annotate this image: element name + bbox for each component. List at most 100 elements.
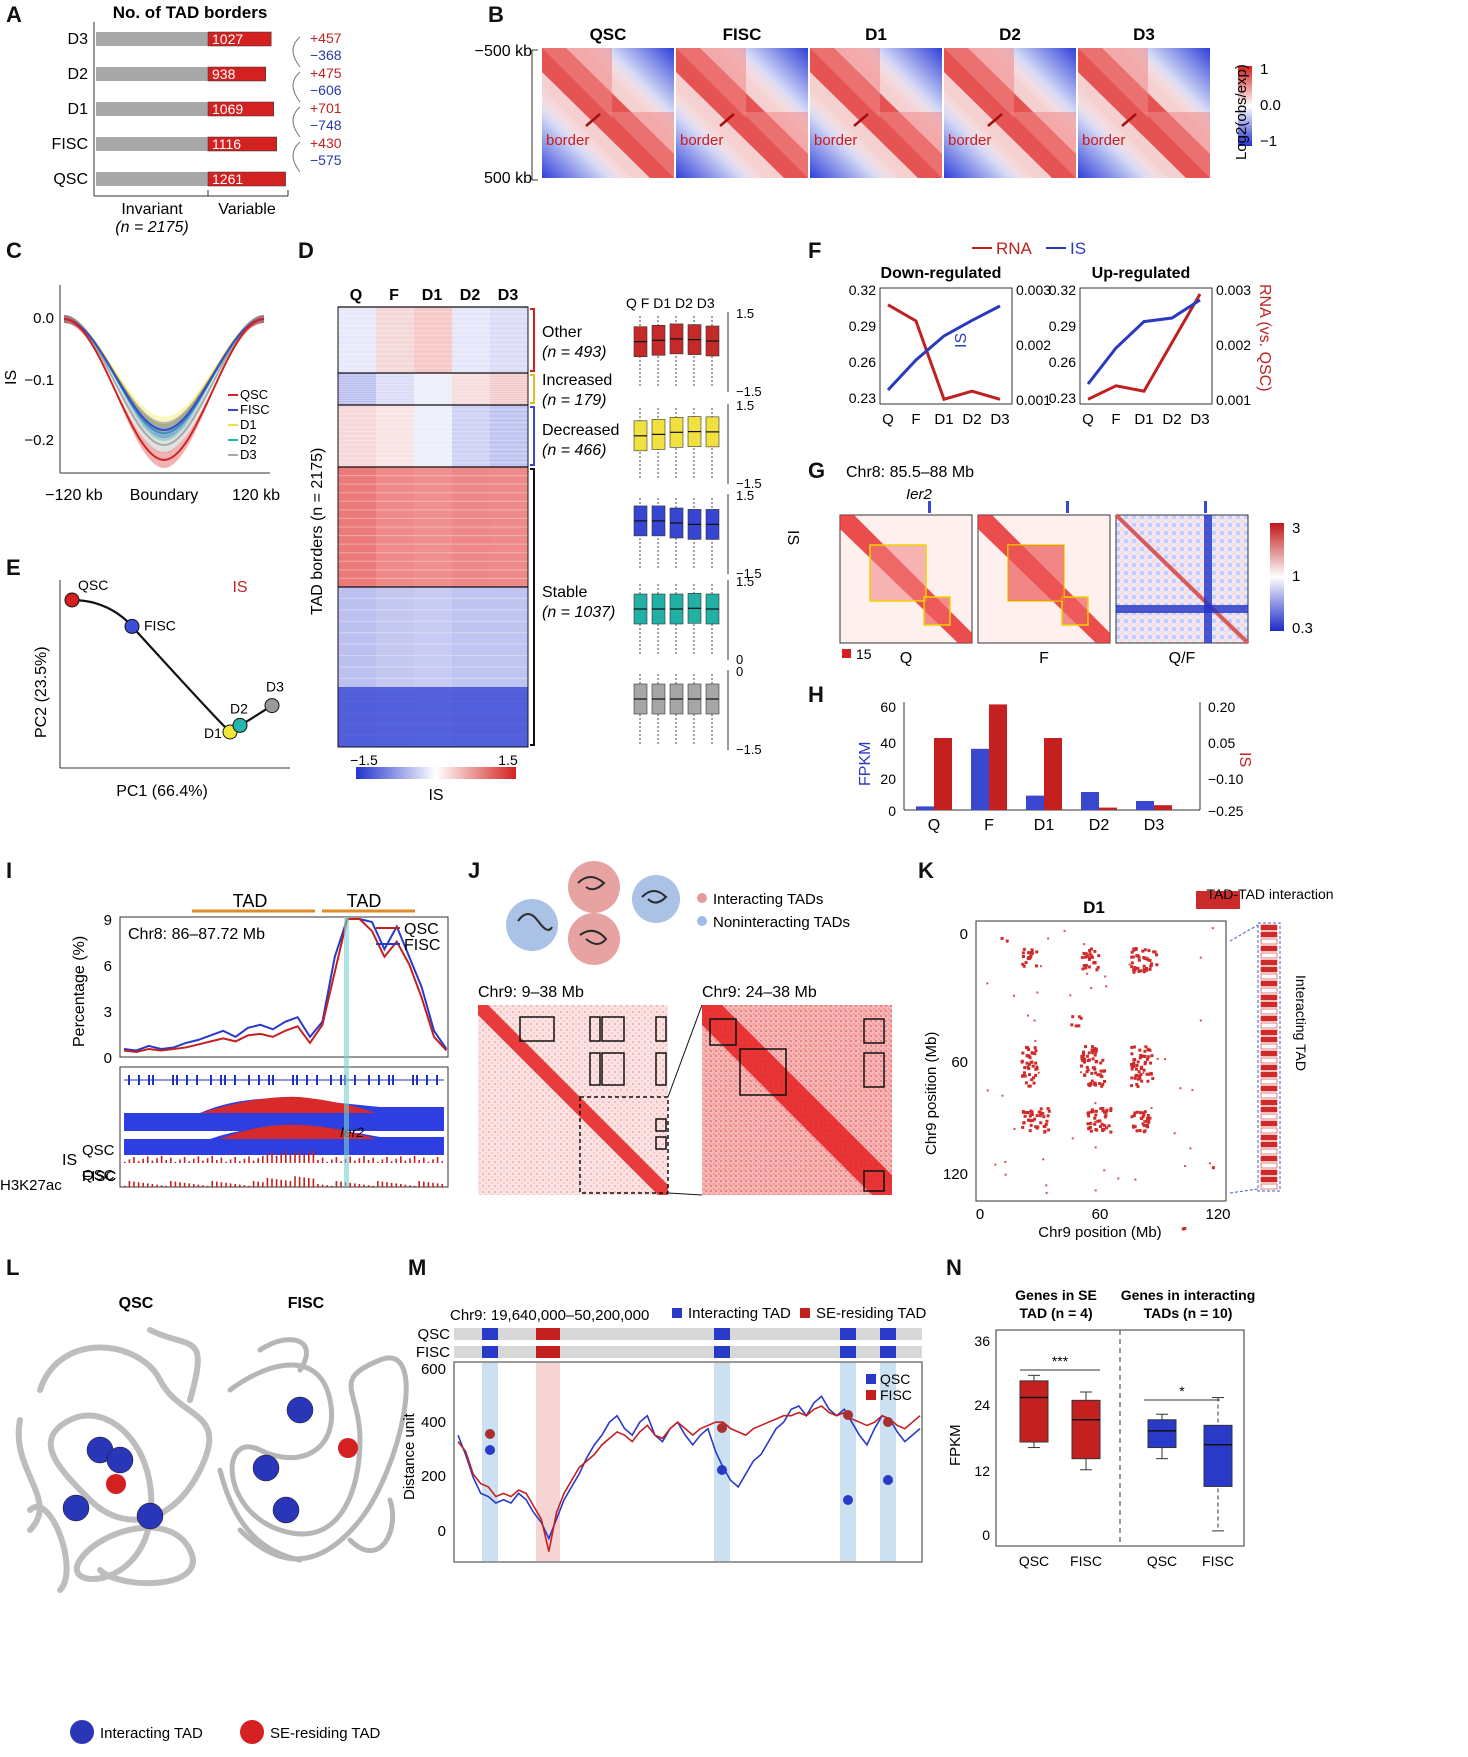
k-interaction	[1043, 1124, 1047, 1128]
k-interaction	[1069, 994, 1072, 997]
k-interaction	[1027, 951, 1031, 955]
k-interaction	[1147, 1055, 1151, 1059]
n-title1: Genes in SE	[1015, 1287, 1097, 1303]
c-band	[64, 315, 264, 438]
k-interaction	[1134, 1178, 1137, 1181]
k-side-tad	[1260, 1162, 1278, 1169]
h-xtick: D1	[1034, 817, 1055, 834]
panel-letter-d: D	[298, 238, 314, 263]
panel-f-charts: RNA IS Down-regulated0.320.290.260.230.00…	[849, 239, 1273, 428]
k-interaction	[1145, 1124, 1149, 1128]
k-interaction	[1130, 1076, 1134, 1080]
a-change-arrow	[292, 71, 301, 103]
k-interaction	[1095, 1059, 1099, 1063]
k-interaction	[1134, 947, 1138, 951]
k-interaction	[1145, 956, 1148, 959]
k-interaction	[1045, 1184, 1048, 1187]
d-heat-cell	[338, 373, 376, 405]
i-is-qsc: QSC	[82, 1142, 115, 1159]
k-interaction	[1143, 1120, 1146, 1123]
k-interaction	[1128, 963, 1131, 966]
i-line-qsc	[123, 918, 448, 1053]
k-side-tad	[1260, 1022, 1278, 1029]
k-interaction	[1136, 966, 1140, 970]
g-region: Chr8: 85.5–88 Mb	[846, 464, 974, 481]
k-interaction	[1035, 1126, 1039, 1130]
k-interaction	[1103, 1079, 1107, 1083]
k-interaction	[1028, 1062, 1032, 1066]
c-legend-label: QSC	[240, 387, 268, 402]
h-xtick: D2	[1089, 817, 1110, 834]
d-box-tick: 1.5	[736, 398, 754, 413]
k-interaction	[1083, 943, 1086, 946]
k-interaction	[1179, 1087, 1182, 1090]
k-interaction	[1000, 936, 1004, 940]
l-title-fisc: FISC	[288, 1295, 325, 1312]
k-x60: 60	[1092, 1206, 1109, 1223]
a-change-loss: −606	[310, 82, 342, 98]
k-interaction	[1093, 1116, 1097, 1120]
a-row-label: FISC	[52, 136, 88, 153]
a-row-label: D1	[68, 101, 89, 118]
d-column-head: F	[389, 287, 399, 304]
l-interacting-tad	[136, 1502, 164, 1530]
k-side-tad	[1260, 980, 1278, 987]
k-interaction	[1092, 1082, 1096, 1086]
i-legend-fisc: FISC	[404, 937, 440, 954]
f-line-rna	[1087, 293, 1202, 401]
k-interaction	[1082, 1059, 1086, 1063]
k-interaction	[1132, 1058, 1136, 1062]
k-interaction	[1082, 1060, 1086, 1064]
k-interaction	[1145, 1072, 1149, 1076]
c-curve	[63, 318, 265, 462]
k-interaction	[1141, 1122, 1145, 1126]
k-side-tad	[1260, 1127, 1278, 1134]
k-interaction	[1105, 1108, 1109, 1112]
k-side-tad	[1260, 966, 1278, 973]
h-xtick: Q	[928, 817, 940, 834]
k-interaction	[1028, 955, 1032, 959]
k-side-tad	[1260, 994, 1278, 1001]
d-bracket	[530, 374, 535, 404]
k-interaction	[1087, 1126, 1091, 1130]
a-change-loss: −748	[310, 117, 342, 133]
l-se-tad	[338, 1438, 358, 1458]
n-ylabel: FPKM	[947, 1424, 964, 1466]
f-line-rna	[887, 303, 1001, 402]
k-interaction	[1080, 1064, 1084, 1068]
k-interaction	[1024, 961, 1028, 965]
k-interaction	[1147, 1072, 1151, 1076]
k-interaction	[1130, 1045, 1134, 1049]
k-interaction	[1081, 967, 1085, 971]
a-change-loss: −575	[310, 152, 342, 168]
l-se-tad	[106, 1474, 126, 1494]
c-xtick-left: −120 kb	[45, 487, 102, 504]
k-interaction	[1096, 1073, 1100, 1077]
panel-e-pca: IS PC1 (66.4%) PC2 (23.5%) QSC FISC D1 D2 D3	[33, 577, 290, 800]
f-ytick-left: 0.26	[1049, 354, 1076, 370]
d-bracket	[530, 406, 535, 466]
k-interaction	[1081, 1050, 1085, 1054]
k-interaction	[1004, 1173, 1007, 1176]
c-band	[64, 315, 264, 433]
k-legend-swatch	[1196, 891, 1240, 909]
k-interaction	[1087, 1051, 1091, 1055]
k-interaction	[1142, 1124, 1146, 1128]
k-interaction	[1030, 1113, 1034, 1117]
k-side-tad	[1260, 1064, 1278, 1071]
k-interaction	[1098, 1081, 1102, 1085]
k-interaction	[1117, 1177, 1120, 1180]
k-interaction	[1080, 1071, 1083, 1074]
k-interaction	[1080, 956, 1084, 960]
k-interaction	[1142, 967, 1146, 971]
panel-i-chart: TAD TAD 9 6 3 0 Percentage (%) Chr8: 86–…	[0, 891, 449, 1194]
i-gene: Ier2	[340, 1124, 364, 1140]
c-curve	[63, 318, 265, 435]
j-region2: Chr9: 24–38 Mb	[702, 984, 817, 1001]
k-side-tad	[1260, 973, 1278, 980]
k-interaction	[1038, 1114, 1042, 1118]
k-side-tad	[1260, 1036, 1278, 1043]
k-side-tad	[1260, 1169, 1278, 1176]
m-band	[880, 1363, 896, 1561]
k-interaction	[1134, 1067, 1138, 1071]
